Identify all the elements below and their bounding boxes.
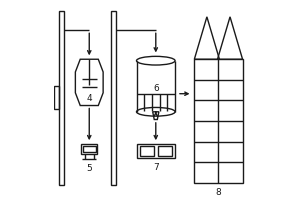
Text: 5: 5 bbox=[86, 164, 92, 173]
Text: 4: 4 bbox=[86, 94, 92, 103]
Text: 8: 8 bbox=[216, 188, 221, 197]
Text: 6: 6 bbox=[154, 84, 160, 93]
Text: 7: 7 bbox=[153, 163, 159, 172]
